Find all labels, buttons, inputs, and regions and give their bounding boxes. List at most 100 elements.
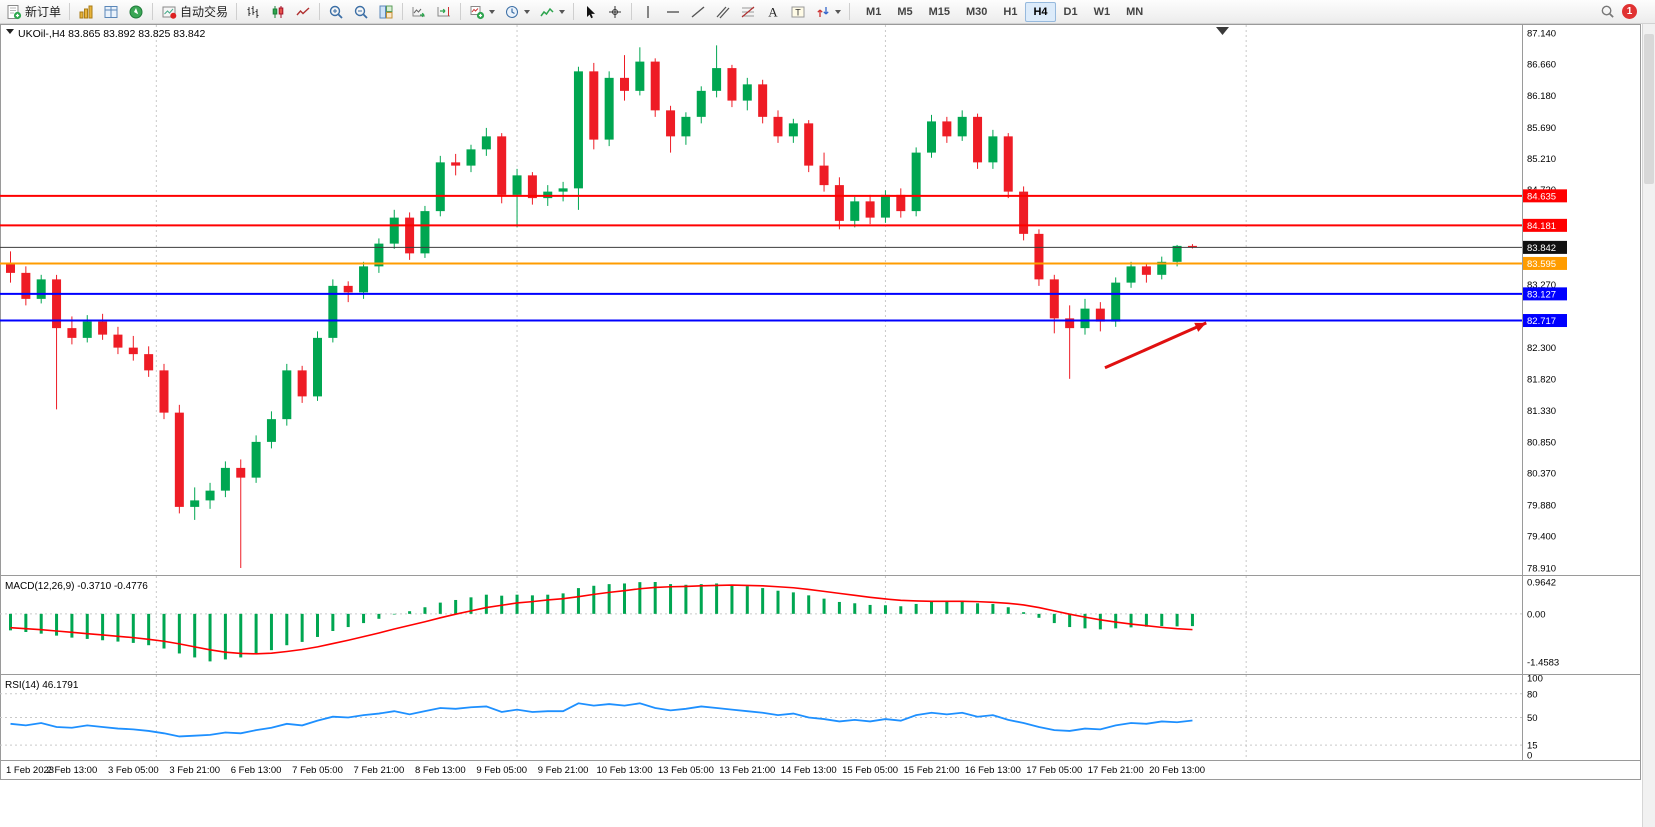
text-label-tool-button[interactable]: T bbox=[786, 1, 810, 22]
toolbar-separator bbox=[402, 3, 404, 20]
time-axis-label: 16 Feb 13:00 bbox=[965, 765, 1021, 776]
market-watch-button[interactable] bbox=[74, 1, 98, 22]
toolbar-separator bbox=[573, 3, 575, 20]
timeframe-button-d1[interactable]: D1 bbox=[1063, 5, 1078, 18]
channel-icon bbox=[716, 6, 730, 18]
navigator-button[interactable] bbox=[124, 1, 148, 22]
dropdown-caret bbox=[489, 9, 496, 14]
navigator-icon bbox=[129, 5, 143, 18]
dropdown-caret bbox=[835, 9, 842, 14]
text-tool-button[interactable]: A bbox=[761, 1, 785, 22]
symbol-dropdown-icon[interactable] bbox=[6, 29, 14, 34]
vertical-scrollbar[interactable] bbox=[1642, 24, 1655, 827]
line-chart-icon bbox=[296, 6, 310, 15]
chart-title: UKOil-,H4 83.865 83.892 83.825 83.842 bbox=[18, 28, 206, 40]
price-tick-label: 82.300 bbox=[1527, 343, 1556, 354]
toolbar-separator bbox=[319, 3, 321, 20]
price-tick-label: 80.370 bbox=[1527, 469, 1556, 480]
toolbar-separator bbox=[849, 3, 851, 20]
scrollbar-thumb[interactable] bbox=[1644, 34, 1654, 184]
price-badge-83.595 bbox=[1523, 256, 1567, 270]
bar-chart-icon bbox=[247, 5, 259, 18]
line-chart-button[interactable] bbox=[291, 1, 315, 22]
tile-windows-button[interactable] bbox=[374, 1, 398, 22]
macd-label: MACD(12,26,9) -0.3710 -0.4776 bbox=[5, 581, 148, 592]
timeframe-button-mn[interactable]: MN bbox=[1126, 5, 1144, 18]
price-badge-label: 84.181 bbox=[1527, 221, 1556, 232]
toolbar-separator bbox=[69, 3, 71, 20]
candlestick-icon bbox=[272, 5, 284, 18]
time-axis-label: 6 Feb 13:00 bbox=[231, 765, 282, 776]
period-separators bbox=[155, 25, 1247, 760]
timeframe-button-m30[interactable]: M30 bbox=[966, 5, 988, 18]
main-toolbar: 新订单 自动交易 bbox=[0, 0, 1655, 24]
fibonacci-tool-button[interactable] bbox=[736, 1, 760, 22]
price-badge-label: 83.842 bbox=[1527, 243, 1556, 254]
trendline-icon bbox=[691, 5, 705, 18]
candlesticks bbox=[6, 45, 1197, 568]
zoom-out-button[interactable] bbox=[349, 1, 373, 22]
auto-scroll-button[interactable] bbox=[407, 1, 431, 22]
dropdown-caret bbox=[524, 9, 531, 14]
candlestick-chart-button[interactable] bbox=[266, 1, 290, 22]
macd-histogram bbox=[9, 582, 1194, 662]
shapes-tool-button[interactable] bbox=[811, 1, 845, 22]
channel-tool-button[interactable] bbox=[711, 1, 735, 22]
toolbar-separator bbox=[631, 3, 633, 20]
price-tick-label: 87.140 bbox=[1527, 29, 1556, 40]
toolbar-separator bbox=[460, 3, 462, 20]
indicators-button[interactable] bbox=[535, 1, 569, 22]
timeframe-button-w1[interactable]: W1 bbox=[1093, 5, 1111, 18]
timeframe-button-m1[interactable]: M1 bbox=[866, 5, 882, 18]
zoom-in-icon bbox=[329, 5, 343, 19]
price-tick-label: 78.910 bbox=[1527, 564, 1556, 575]
chart-shift-marker[interactable] bbox=[1216, 27, 1229, 35]
time-axis-label: 2 Feb 13:00 bbox=[47, 765, 98, 776]
auto-trading-label: 自动交易 bbox=[180, 5, 229, 19]
search-icon[interactable] bbox=[1600, 4, 1615, 19]
horizontal-line-icon bbox=[667, 10, 680, 13]
timeframe-button-h1[interactable]: H1 bbox=[1003, 5, 1018, 18]
time-axis-label: 15 Feb 05:00 bbox=[842, 765, 898, 776]
toolbar-separator bbox=[152, 3, 154, 20]
price-tick-label: 85.210 bbox=[1527, 154, 1556, 165]
price-tick-label: 86.180 bbox=[1527, 91, 1556, 102]
shapes-arrows-icon bbox=[817, 6, 829, 17]
cursor-button[interactable] bbox=[578, 1, 602, 22]
price-badge-label: 83.127 bbox=[1527, 289, 1556, 300]
new-chart-button[interactable] bbox=[465, 1, 499, 22]
new-order-button[interactable]: 新订单 bbox=[2, 1, 65, 22]
rsi-tick-label: 15 bbox=[1527, 741, 1538, 752]
tile-windows-icon bbox=[379, 5, 393, 18]
text-icon: A bbox=[768, 4, 778, 19]
crosshair-button[interactable] bbox=[603, 1, 627, 22]
timeframe-button-m15[interactable]: M15 bbox=[928, 5, 950, 18]
text-label-icon: T bbox=[791, 6, 805, 17]
price-badge-label: 84.635 bbox=[1527, 191, 1556, 202]
horizontal-line-tool-button[interactable] bbox=[661, 1, 685, 22]
vertical-line-tool-button[interactable] bbox=[636, 1, 660, 22]
chart-shift-button[interactable] bbox=[432, 1, 456, 22]
zoom-in-button[interactable] bbox=[324, 1, 348, 22]
rsi-line bbox=[10, 702, 1193, 738]
data-window-button[interactable] bbox=[99, 1, 123, 22]
timeframe-button-m5[interactable]: M5 bbox=[897, 5, 913, 18]
notification-badge[interactable]: 1 bbox=[1622, 4, 1637, 19]
periods-button[interactable] bbox=[500, 1, 534, 22]
price-tick-label: 86.660 bbox=[1527, 60, 1556, 71]
timeframe-button-h4[interactable]: H4 bbox=[1025, 1, 1056, 22]
time-axis-label: 17 Feb 21:00 bbox=[1088, 765, 1144, 776]
trend-arrow[interactable] bbox=[1104, 321, 1207, 370]
auto-trading-icon bbox=[162, 6, 177, 19]
macd-tick-label: 0.9642 bbox=[1527, 578, 1556, 589]
cursor-icon bbox=[587, 5, 596, 18]
trendline-tool-button[interactable] bbox=[686, 1, 710, 22]
indicators-icon bbox=[540, 7, 554, 16]
time-axis-label: 10 Feb 13:00 bbox=[597, 765, 653, 776]
time-axis-label: 9 Feb 21:00 bbox=[538, 765, 589, 776]
time-axis-label: 3 Feb 05:00 bbox=[108, 765, 159, 776]
auto-trading-button[interactable]: 自动交易 bbox=[157, 1, 232, 22]
bar-chart-button[interactable] bbox=[241, 1, 265, 22]
price-tick-label: 85.690 bbox=[1527, 123, 1556, 134]
